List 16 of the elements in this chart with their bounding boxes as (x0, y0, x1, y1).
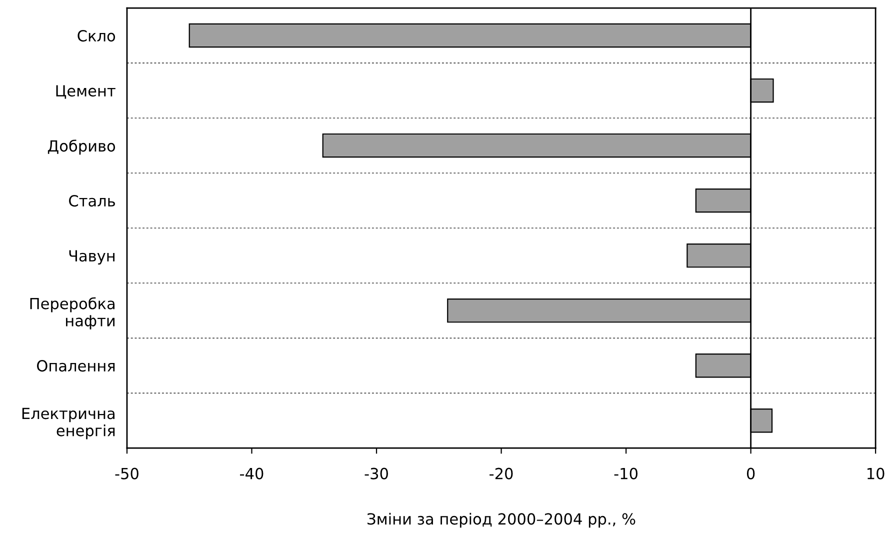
y-tick-label: Електрична енергія (22, 408, 115, 440)
y-tick-label: Сталь (69, 195, 115, 207)
x-tick-label: 0 (746, 468, 755, 480)
x-tick-label: -20 (490, 468, 513, 480)
x-tick-label: -40 (240, 468, 264, 480)
y-tick-label: Переробка нафти (30, 297, 114, 330)
y-tick-label: Опалення (37, 360, 115, 372)
y-tick-label: Чавун (69, 250, 114, 265)
x-tick-label: -30 (364, 468, 388, 480)
x-tick-label: -50 (115, 468, 138, 480)
x-tick-label: -10 (614, 468, 638, 480)
y-tick-label: Добриво (48, 140, 116, 155)
x-axis-title: Зміни за період 2000–2004 рр., % (368, 512, 636, 528)
x-tick-label: 10 (868, 468, 884, 480)
y-tick-label: Скло (78, 30, 116, 42)
y-tick-label: Цемент (56, 85, 116, 99)
